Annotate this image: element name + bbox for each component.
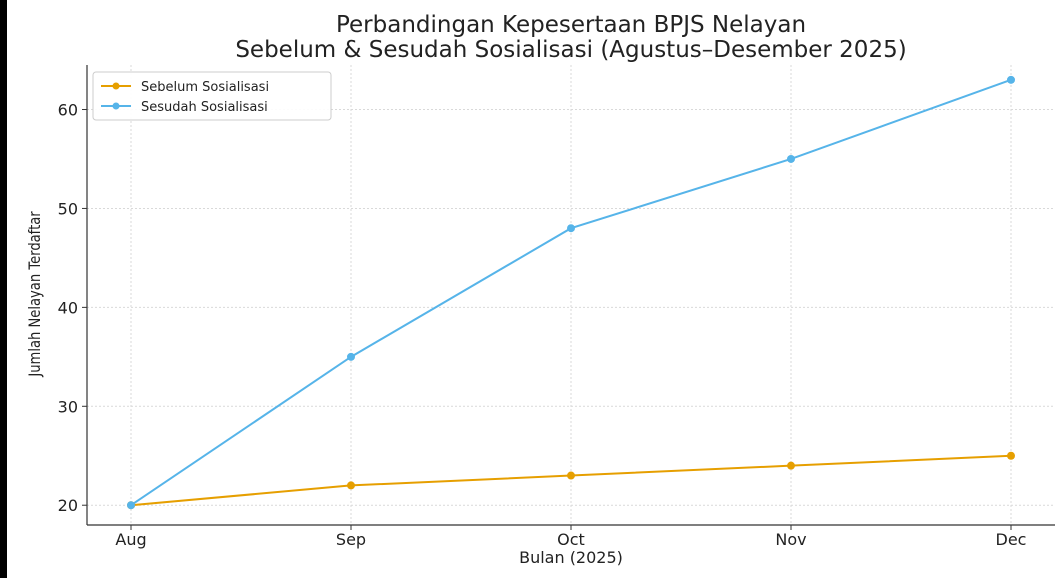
ticks-layer: 20 30 40 50 60 Aug Sep Oct Nov Dec bbox=[58, 101, 1027, 549]
x-axis-label: Bulan (2025) bbox=[519, 548, 623, 567]
grid-layer bbox=[87, 65, 1055, 525]
series-1-point bbox=[1007, 451, 1015, 460]
legend: Sebelum Sosialisasi Sesudah Sosialisasi bbox=[92, 71, 332, 121]
legend-label: Sesudah Sosialisasi bbox=[141, 100, 268, 115]
series-2-point bbox=[567, 224, 575, 233]
series-1-point bbox=[567, 471, 575, 480]
y-axis-label: Jumlah Nelayan Terdaftar bbox=[26, 210, 45, 377]
x-tick-label: Aug bbox=[115, 530, 146, 549]
series-2-point bbox=[347, 352, 355, 361]
x-tick-label: Sep bbox=[336, 530, 366, 549]
y-tick-label: 60 bbox=[58, 101, 78, 120]
series-2-point bbox=[787, 154, 795, 163]
x-tick-label: Dec bbox=[996, 530, 1027, 549]
y-tick-label: 50 bbox=[58, 199, 78, 218]
series-1-point bbox=[787, 461, 795, 470]
chart-title-line-2: Sebelum & Sesudah Sosialisasi (Agustus–D… bbox=[235, 37, 906, 63]
y-tick-label: 40 bbox=[58, 298, 78, 317]
x-tick-label: Nov bbox=[775, 530, 806, 549]
series-layer bbox=[127, 75, 1015, 510]
y-tick-label: 20 bbox=[58, 496, 78, 515]
series-2-point bbox=[1007, 75, 1015, 84]
legend-box bbox=[92, 71, 332, 121]
legend-swatch-marker bbox=[112, 102, 120, 110]
chart-title-line-1: Perbandingan Kepesertaan BPJS Nelayan bbox=[336, 12, 806, 38]
series-1-point bbox=[347, 481, 355, 490]
x-tick-label: Oct bbox=[557, 530, 585, 549]
y-tick-label: 30 bbox=[58, 397, 78, 416]
series-2-point bbox=[127, 501, 135, 510]
legend-swatch-marker bbox=[112, 82, 120, 90]
left-border-bar bbox=[0, 0, 7, 578]
legend-label: Sebelum Sosialisasi bbox=[141, 80, 269, 95]
